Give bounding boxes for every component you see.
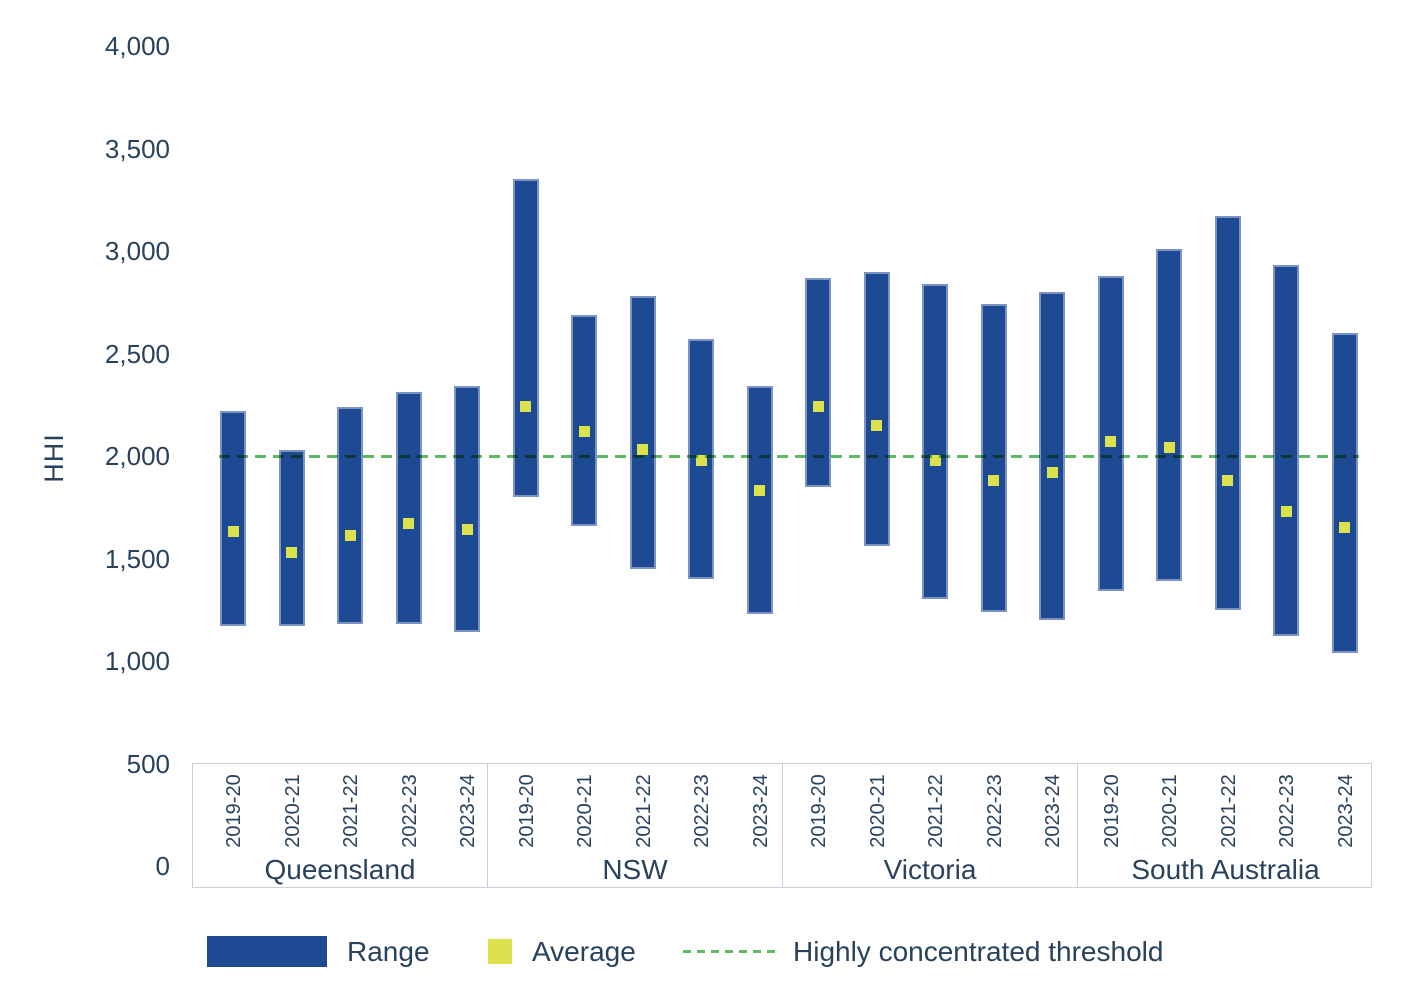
average-marker bbox=[695, 454, 707, 466]
plot-area bbox=[192, 0, 1372, 1006]
range-bar bbox=[1156, 248, 1182, 582]
average-marker bbox=[1105, 436, 1116, 448]
state-label: Victoria bbox=[883, 854, 977, 885]
average-marker bbox=[1280, 505, 1292, 517]
range-bar bbox=[746, 386, 773, 614]
state-label: South Australia bbox=[1131, 854, 1320, 885]
average-marker bbox=[929, 454, 941, 466]
average-swatch bbox=[488, 939, 512, 964]
range-bar bbox=[805, 277, 831, 487]
range-bar bbox=[1214, 216, 1241, 610]
range-bar bbox=[922, 283, 948, 600]
y-tick-label: 4,000 bbox=[104, 31, 170, 61]
y-tick-label: 3,000 bbox=[104, 236, 170, 266]
range-bar bbox=[1097, 275, 1124, 592]
average-marker bbox=[637, 444, 648, 456]
state-label: Queensland bbox=[264, 854, 416, 885]
state-group: Queensland bbox=[193, 764, 488, 887]
average-marker bbox=[812, 401, 824, 413]
range-bar bbox=[278, 449, 305, 627]
y-tick-label: 500 bbox=[126, 748, 170, 779]
average-marker bbox=[1163, 442, 1175, 454]
average-marker bbox=[578, 425, 590, 437]
range-bar bbox=[454, 386, 480, 633]
state-group: South Australia bbox=[1078, 764, 1373, 887]
legend-range-label: Range bbox=[347, 936, 430, 967]
x-axis-band: Queensland 2019-20 2020-21 2021-22 2022-23 20… bbox=[192, 763, 1372, 888]
range-bar bbox=[220, 410, 246, 627]
legend-threshold-label: Highly concentrated threshold bbox=[793, 936, 1164, 967]
average-marker bbox=[403, 518, 414, 530]
average-marker bbox=[227, 526, 239, 538]
state-label: NSW bbox=[602, 854, 668, 885]
average-marker bbox=[988, 475, 999, 487]
average-marker bbox=[461, 524, 473, 536]
range-bar bbox=[395, 392, 422, 625]
range-swatch bbox=[207, 936, 327, 967]
range-bar bbox=[863, 271, 890, 547]
average-marker bbox=[1046, 466, 1058, 478]
state-group: Victoria bbox=[783, 764, 1078, 887]
y-tick-label: 3,500 bbox=[104, 133, 170, 164]
threshold-line bbox=[219, 454, 1359, 458]
y-tick-label: 2,000 bbox=[104, 441, 170, 471]
range-bar bbox=[1331, 333, 1358, 653]
legend: Range Average Highly concentrated thresh… bbox=[0, 930, 1416, 976]
range-bar bbox=[512, 179, 539, 497]
y-tick-label: 1,500 bbox=[104, 543, 170, 574]
average-marker bbox=[754, 485, 765, 497]
y-tick-label: 1,000 bbox=[104, 646, 170, 676]
state-group: NSW bbox=[488, 764, 783, 887]
average-marker bbox=[1222, 475, 1233, 487]
average-marker bbox=[871, 419, 882, 431]
range-bar bbox=[337, 406, 363, 625]
range-bar bbox=[980, 304, 1007, 612]
y-tick-label: 0 bbox=[155, 851, 170, 881]
legend-average-label: Average bbox=[532, 936, 636, 967]
range-bar bbox=[1273, 265, 1299, 637]
average-marker bbox=[344, 530, 356, 542]
range-bar bbox=[629, 296, 656, 569]
average-marker bbox=[1339, 522, 1350, 534]
average-marker bbox=[286, 546, 297, 558]
year-label: 2023-24 bbox=[1334, 774, 1356, 848]
average-marker bbox=[520, 401, 531, 413]
range-bar bbox=[571, 314, 597, 526]
y-tick-label: 2,500 bbox=[104, 338, 170, 369]
threshold-line-swatch bbox=[683, 950, 777, 953]
